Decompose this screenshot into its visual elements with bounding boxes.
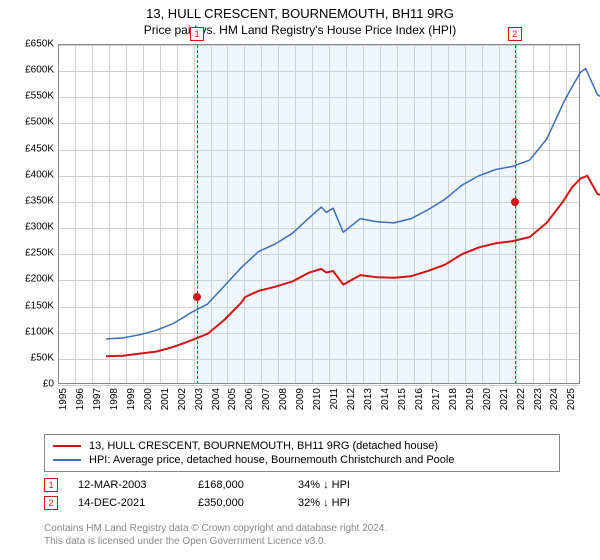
- x-tick-label: 2003: [194, 388, 205, 410]
- gridline-v: [75, 45, 76, 384]
- y-tick-label: £150K: [25, 300, 54, 311]
- x-tick-label: 2002: [177, 388, 188, 410]
- sale-marker-line: [515, 45, 516, 384]
- x-tick-label: 2018: [448, 388, 459, 410]
- x-tick-label: 2009: [295, 388, 306, 410]
- x-tick-label: 2015: [397, 388, 408, 410]
- y-tick-label: £400K: [25, 169, 54, 180]
- x-tick-label: 2011: [329, 388, 340, 410]
- x-tick-label: 1996: [75, 388, 86, 410]
- sale-marker-dot: [193, 293, 201, 301]
- y-axis: £0£50K£100K£150K£200K£250K£300K£350K£400…: [10, 44, 56, 384]
- y-tick-label: £350K: [25, 195, 54, 206]
- legend-swatch: [53, 445, 81, 447]
- x-tick-label: 1995: [58, 388, 69, 410]
- legend-swatch: [53, 459, 81, 461]
- sale-marker-dot: [511, 198, 519, 206]
- y-tick-label: £600K: [25, 65, 54, 76]
- sale-pct: 32% ↓ HPI: [298, 497, 398, 509]
- x-tick-label: 2012: [346, 388, 357, 410]
- y-tick-label: £0: [43, 379, 54, 390]
- sale-price: £350,000: [198, 497, 278, 509]
- series-hpi: [106, 69, 600, 339]
- footer: Contains HM Land Registry data © Crown c…: [44, 522, 387, 548]
- x-tick-label: 1997: [92, 388, 103, 410]
- y-tick-label: £300K: [25, 222, 54, 233]
- chart: £0 £50K £100K £150K £200K £250K £300K £350K £400…: [10, 44, 590, 424]
- x-tick-label: 1999: [126, 388, 137, 410]
- y-tick-label: £650K: [25, 39, 54, 50]
- x-tick-label: 2000: [143, 388, 154, 410]
- sale-marker-box: 2: [508, 27, 522, 41]
- gridline-v: [92, 45, 93, 384]
- x-tick-label: 2005: [227, 388, 238, 410]
- x-tick-label: 2019: [465, 388, 476, 410]
- sale-pct: 34% ↓ HPI: [298, 479, 398, 491]
- y-tick-label: £100K: [25, 326, 54, 337]
- series-price_paid: [106, 176, 600, 356]
- x-tick-label: 2016: [414, 388, 425, 410]
- x-tick-label: 2022: [516, 388, 527, 410]
- sale-row: 2 14-DEC-2021 £350,000 32% ↓ HPI: [44, 494, 398, 512]
- footer-line-1: Contains HM Land Registry data © Crown c…: [44, 522, 387, 535]
- y-tick-label: £50K: [31, 352, 54, 363]
- footer-line-2: This data is licensed under the Open Gov…: [44, 535, 387, 548]
- legend: 13, HULL CRESCENT, BOURNEMOUTH, BH11 9RG…: [44, 434, 560, 472]
- y-tick-label: £200K: [25, 274, 54, 285]
- sale-marker-box: 1: [190, 27, 204, 41]
- sale-row-marker: 2: [44, 496, 58, 510]
- line-layer: [106, 45, 600, 385]
- sale-price: £168,000: [198, 479, 278, 491]
- x-tick-label: 2020: [482, 388, 493, 410]
- x-tick-label: 1998: [109, 388, 120, 410]
- plot-area: 12: [58, 44, 580, 384]
- x-tick-label: 2013: [363, 388, 374, 410]
- page-title: 13, HULL CRESCENT, BOURNEMOUTH, BH11 9RG: [0, 0, 600, 21]
- x-tick-label: 2006: [244, 388, 255, 410]
- sale-marker-line: [197, 45, 198, 384]
- sale-date: 14-DEC-2021: [78, 497, 178, 509]
- legend-label: 13, HULL CRESCENT, BOURNEMOUTH, BH11 9RG…: [89, 440, 438, 452]
- y-tick-label: £550K: [25, 91, 54, 102]
- x-tick-label: 2025: [566, 388, 577, 410]
- x-tick-label: 2007: [261, 388, 272, 410]
- x-tick-label: 2024: [549, 388, 560, 410]
- x-tick-label: 2010: [312, 388, 323, 410]
- x-tick-label: 2023: [533, 388, 544, 410]
- gridline-v: [58, 45, 59, 384]
- sale-date: 12-MAR-2003: [78, 479, 178, 491]
- x-tick-label: 2004: [211, 388, 222, 410]
- sale-row: 1 12-MAR-2003 £168,000 34% ↓ HPI: [44, 476, 398, 494]
- x-tick-label: 2014: [380, 388, 391, 410]
- sales-table: 1 12-MAR-2003 £168,000 34% ↓ HPI 2 14-DEC-202…: [44, 476, 398, 512]
- x-tick-label: 2017: [431, 388, 442, 410]
- x-tick-label: 2008: [278, 388, 289, 410]
- legend-label: HPI: Average price, detached house, Bour…: [89, 454, 454, 466]
- x-axis: 1995 1996 1997 1998 1999 2000 2001 2002 2003 2004…: [58, 384, 580, 424]
- y-tick-label: £250K: [25, 248, 54, 259]
- x-tick-label: 2021: [499, 388, 510, 410]
- legend-row: 13, HULL CRESCENT, BOURNEMOUTH, BH11 9RG…: [53, 439, 551, 453]
- x-tick-label: 2001: [160, 388, 171, 410]
- legend-row: HPI: Average price, detached house, Bour…: [53, 453, 551, 467]
- sale-row-marker: 1: [44, 478, 58, 492]
- y-tick-label: £500K: [25, 117, 54, 128]
- y-tick-label: £450K: [25, 143, 54, 154]
